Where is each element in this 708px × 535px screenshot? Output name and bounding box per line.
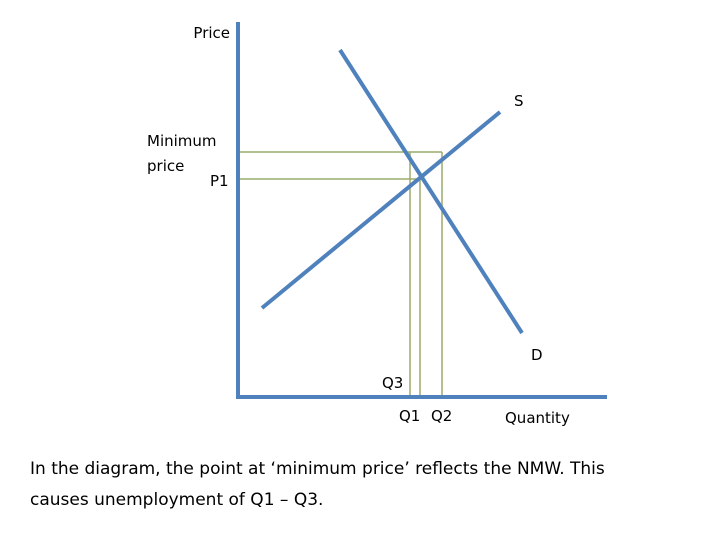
caption-line: causes unemployment of Q1 – Q3. <box>30 490 323 510</box>
p1-label: P1 <box>210 172 229 190</box>
min-price-label: Minimum <box>147 132 217 150</box>
supply-label: S <box>514 92 524 110</box>
min-price-label: price <box>147 157 184 175</box>
q2-label: Q2 <box>431 407 452 425</box>
demand-curve <box>338 48 524 335</box>
caption-line: In the diagram, the point at ‘minimum pr… <box>30 459 605 479</box>
supply-curve <box>260 110 502 310</box>
demand-label: D <box>531 346 543 364</box>
q1-label: Q1 <box>399 407 420 425</box>
y-axis-label: Price <box>193 24 230 42</box>
x-axis-label: Quantity <box>505 409 570 427</box>
q3-label: Q3 <box>382 374 403 392</box>
